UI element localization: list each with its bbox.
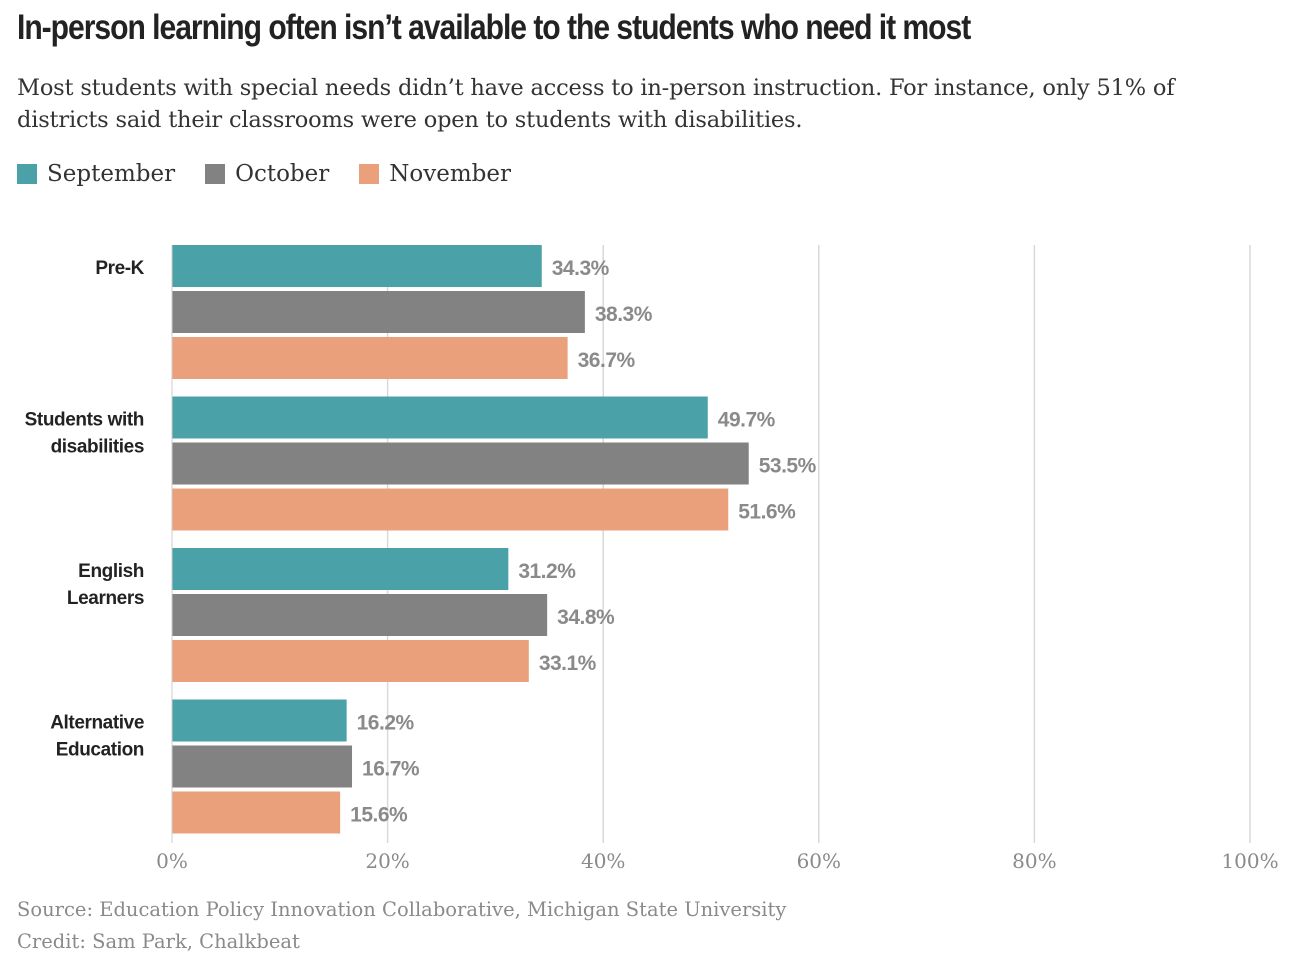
bar bbox=[172, 640, 529, 682]
category-label: Alternative bbox=[50, 713, 144, 734]
bar bbox=[172, 791, 341, 834]
category-label: Students with bbox=[25, 410, 144, 431]
category-label: English bbox=[78, 561, 144, 582]
bar bbox=[172, 396, 708, 439]
bar-value-label: 16.7% bbox=[362, 758, 420, 781]
category-label: Pre-K bbox=[95, 258, 144, 279]
bar-value-label: 36.7% bbox=[578, 349, 636, 372]
legend-label: October bbox=[235, 161, 330, 187]
legend-item-october: October bbox=[205, 161, 329, 187]
bar bbox=[172, 548, 509, 590]
x-tick-label: 20% bbox=[365, 849, 409, 873]
source-note: Source: Education Policy Innovation Coll… bbox=[17, 898, 787, 921]
legend-swatch bbox=[359, 164, 380, 184]
bar-value-label: 49.7% bbox=[718, 409, 776, 432]
bar bbox=[172, 488, 729, 531]
legend-label: September bbox=[47, 161, 176, 187]
x-tick-label: 100% bbox=[1221, 849, 1278, 873]
bar bbox=[172, 245, 542, 287]
bar-value-label: 15.6% bbox=[350, 804, 408, 827]
category-label: Education bbox=[56, 740, 144, 761]
bar bbox=[172, 699, 347, 742]
legend-swatch bbox=[205, 164, 226, 184]
bar bbox=[172, 594, 548, 636]
category-label: Learners bbox=[67, 588, 144, 609]
bar-value-label: 38.3% bbox=[595, 303, 653, 326]
x-tick-label: 80% bbox=[1012, 849, 1056, 873]
bar-value-label: 53.5% bbox=[759, 455, 817, 478]
legend-swatch bbox=[17, 164, 37, 184]
category-label: disabilities bbox=[51, 437, 144, 458]
bar bbox=[172, 291, 585, 333]
credit-note: Credit: Sam Park, Chalkbeat bbox=[17, 930, 300, 953]
chart-subtitle: Most students with special needs didn’t … bbox=[17, 75, 1175, 133]
bar-value-label: 34.3% bbox=[552, 257, 610, 280]
chart-title: In-person learning often isn’t available… bbox=[17, 8, 971, 47]
legend-label: November bbox=[389, 161, 511, 187]
chart-legend: September October November bbox=[17, 158, 541, 190]
bar-value-label: 16.2% bbox=[357, 712, 415, 735]
legend-item-november: November bbox=[359, 161, 511, 187]
bar bbox=[172, 442, 749, 485]
bar-value-label: 31.2% bbox=[518, 560, 576, 583]
bar-value-label: 34.8% bbox=[557, 606, 615, 629]
bar bbox=[172, 745, 353, 788]
bar-value-label: 51.6% bbox=[738, 501, 796, 524]
x-tick-label: 40% bbox=[581, 849, 625, 873]
x-tick-label: 60% bbox=[797, 849, 841, 873]
bar-value-label: 33.1% bbox=[539, 652, 597, 675]
x-tick-label: 0% bbox=[156, 849, 188, 873]
legend-item-september: September bbox=[17, 161, 175, 187]
bar bbox=[172, 337, 568, 379]
